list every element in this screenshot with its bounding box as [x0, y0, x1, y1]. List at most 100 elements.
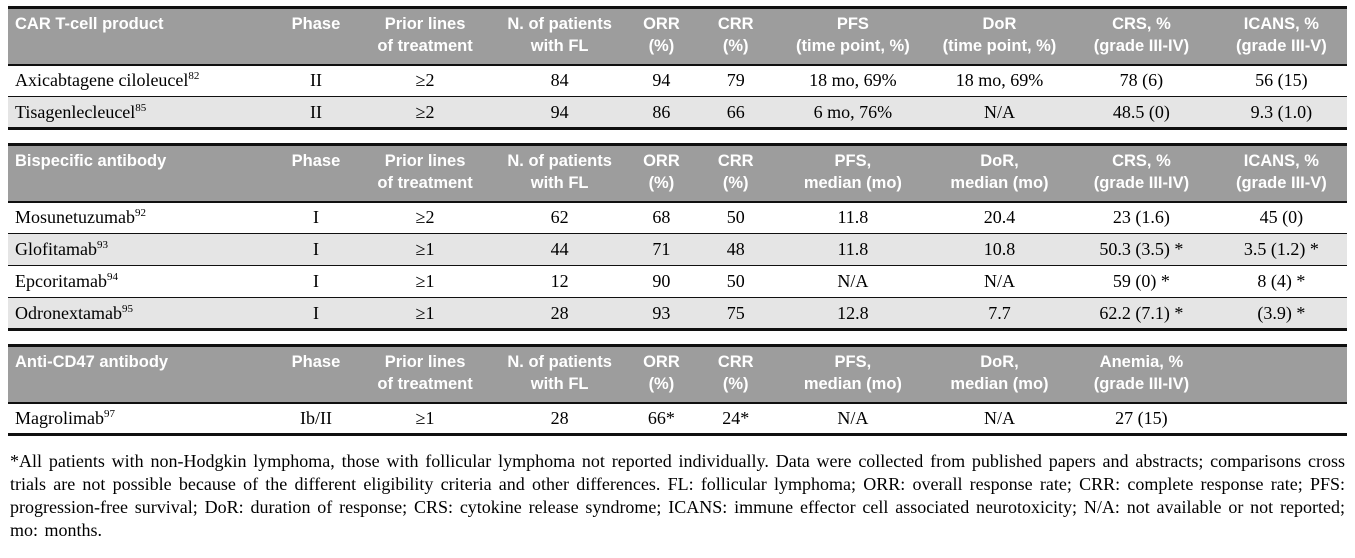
table-row: Magrolimab97 Ib/II ≥1 28 66* 24* N/A N/A 27 (15)	[8, 403, 1347, 435]
reference-number: 82	[188, 70, 200, 83]
column-header: CRS, % (grade III-IV)	[1067, 144, 1216, 203]
data-cell: 23 (1.6)	[1112, 207, 1170, 228]
data-cell: ≥2	[356, 96, 495, 129]
paper-table-page: CAR T-cell product Phase Prior lines of tr…	[8, 6, 1347, 541]
data-cell: 94	[494, 96, 626, 129]
data-cell: 45 (0)	[1259, 207, 1304, 228]
data-cell: 78 (6)	[1119, 70, 1164, 91]
reference-number: 92	[134, 207, 146, 220]
reference-number: 95	[121, 302, 133, 315]
data-cell: 44	[494, 233, 626, 266]
column-header: Phase	[275, 345, 357, 404]
data-cell: N/A	[931, 265, 1068, 298]
product-name: Axicabtagene ciloleucel82	[15, 70, 200, 91]
product-name: Tisagenlecleucel85	[8, 96, 276, 129]
data-cell: I	[275, 233, 357, 266]
table-row: Epcoritamab94 I ≥1 12 90 50 N/A N/A 59 (0) * 8 (4…	[8, 265, 1347, 298]
table-row: Odronextamab95 I ≥1 28 93 75 12.8 7.7 62.2 (7.1)…	[8, 297, 1347, 330]
column-header: DoR, median (mo)	[931, 144, 1068, 203]
column-header: CRR (%)	[697, 144, 774, 203]
column-header: PFS, median (mo)	[773, 144, 932, 203]
data-cell: 7.7	[931, 297, 1068, 330]
data-cell: 59 (0) *	[1067, 265, 1216, 298]
section-table-car-t-cell: CAR T-cell product Phase Prior lines of tr…	[8, 6, 1347, 131]
data-cell: 68	[652, 207, 671, 228]
column-header: Anemia, % (grade III-IV)	[1067, 345, 1216, 404]
data-cell: 94	[652, 70, 671, 91]
data-cell: 90	[625, 265, 698, 298]
data-cell: 48	[697, 233, 774, 266]
data-cell: 28	[494, 297, 626, 330]
data-cell: ≥2	[415, 70, 435, 91]
column-header: Phase	[275, 144, 357, 203]
product-name: Epcoritamab94	[8, 265, 276, 298]
column-header: ORR (%)	[625, 7, 698, 66]
header-row: Anti-CD47 antibody Phase Prior lines of tr…	[8, 345, 1347, 404]
data-cell: 6 mo, 76%	[773, 96, 932, 129]
column-header: Prior lines of treatment	[356, 345, 495, 404]
data-cell: I	[275, 297, 357, 330]
data-cell: II	[309, 70, 322, 91]
data-cell: II	[275, 96, 357, 129]
reference-number: 97	[103, 407, 115, 420]
data-cell: 50.3 (3.5) *	[1067, 233, 1216, 266]
data-cell: 56 (15)	[1255, 70, 1308, 91]
column-header: DoR, median (mo)	[931, 345, 1068, 404]
section-title: Anti-CD47 antibody	[8, 345, 276, 404]
column-header: CRS, % (grade III-IV)	[1067, 7, 1216, 66]
column-header: N. of patients with FL	[494, 345, 626, 404]
table-row: Axicabtagene ciloleucel82 II ≥2 84 94 79 18 mo…	[8, 65, 1347, 97]
column-header: DoR (time point, %)	[931, 7, 1068, 66]
data-cell: N/A	[983, 407, 1015, 428]
data-cell: 66*	[647, 407, 675, 428]
data-cell: 11.8	[837, 207, 869, 228]
data-cell: N/A	[773, 265, 932, 298]
product-name: Glofitamab93	[8, 233, 276, 266]
section-table-bispecific: Bispecific antibody Phase Prior lines of t…	[8, 143, 1347, 332]
data-cell: ≥1	[415, 407, 435, 428]
data-cell: Ib/II	[299, 407, 332, 428]
data-cell: ≥1	[356, 297, 495, 330]
data-cell: (3.9) *	[1215, 297, 1347, 330]
column-header: Phase	[275, 7, 357, 66]
data-cell: 50	[726, 207, 745, 228]
header-row: Bispecific antibody Phase Prior lines of t…	[8, 144, 1347, 203]
product-name: Odronextamab95	[8, 297, 276, 330]
column-header: Prior lines of treatment	[356, 144, 495, 203]
data-cell: 24*	[722, 407, 750, 428]
data-cell: I	[312, 207, 319, 228]
data-cell: 11.8	[773, 233, 932, 266]
column-header: ICANS, % (grade III-V)	[1215, 7, 1347, 66]
column-header: CRR (%)	[697, 7, 774, 66]
data-cell: 28	[550, 407, 569, 428]
data-cell: 20.4	[983, 207, 1016, 228]
data-cell: 71	[625, 233, 698, 266]
data-cell: 9.3 (1.0)	[1215, 96, 1347, 129]
data-cell: 18 mo, 69%	[809, 70, 897, 91]
column-header: CRR (%)	[697, 345, 774, 404]
data-cell: 8 (4) *	[1215, 265, 1347, 298]
data-cell: 10.8	[931, 233, 1068, 266]
section-table-anti-cd47: Anti-CD47 antibody Phase Prior lines of tr…	[8, 344, 1347, 437]
section-title: CAR T-cell product	[8, 7, 276, 66]
data-cell: 66	[697, 96, 774, 129]
data-cell: 86	[625, 96, 698, 129]
data-cell: N/A	[931, 96, 1068, 129]
section-title: Bispecific antibody	[8, 144, 276, 203]
table-row: Mosunetuzumab92 I ≥2 62 68 50 11.8 20.4 23 (1.6)…	[8, 202, 1347, 234]
table-row: Glofitamab93 I ≥1 44 71 48 11.8 10.8 50.3 (3.5) …	[8, 233, 1347, 266]
data-cell: ≥1	[356, 233, 495, 266]
table-row: Tisagenlecleucel85 II ≥2 94 86 66 6 mo, 76% N/A…	[8, 96, 1347, 129]
product-name: Mosunetuzumab92	[15, 207, 146, 228]
product-name: Magrolimab97	[15, 407, 115, 428]
data-cell: 84	[550, 70, 569, 91]
column-header: ORR (%)	[625, 144, 698, 203]
column-header: PFS (time point, %)	[773, 7, 932, 66]
reference-number: 85	[135, 101, 147, 114]
data-cell: 62	[550, 207, 569, 228]
column-header: PFS, median (mo)	[773, 345, 932, 404]
column-header	[1215, 345, 1347, 404]
data-cell: 27 (15)	[1115, 407, 1168, 428]
table-footnote: *All patients with non-Hodgkin lymphoma,…	[10, 451, 1345, 541]
data-cell: 48.5 (0)	[1067, 96, 1216, 129]
